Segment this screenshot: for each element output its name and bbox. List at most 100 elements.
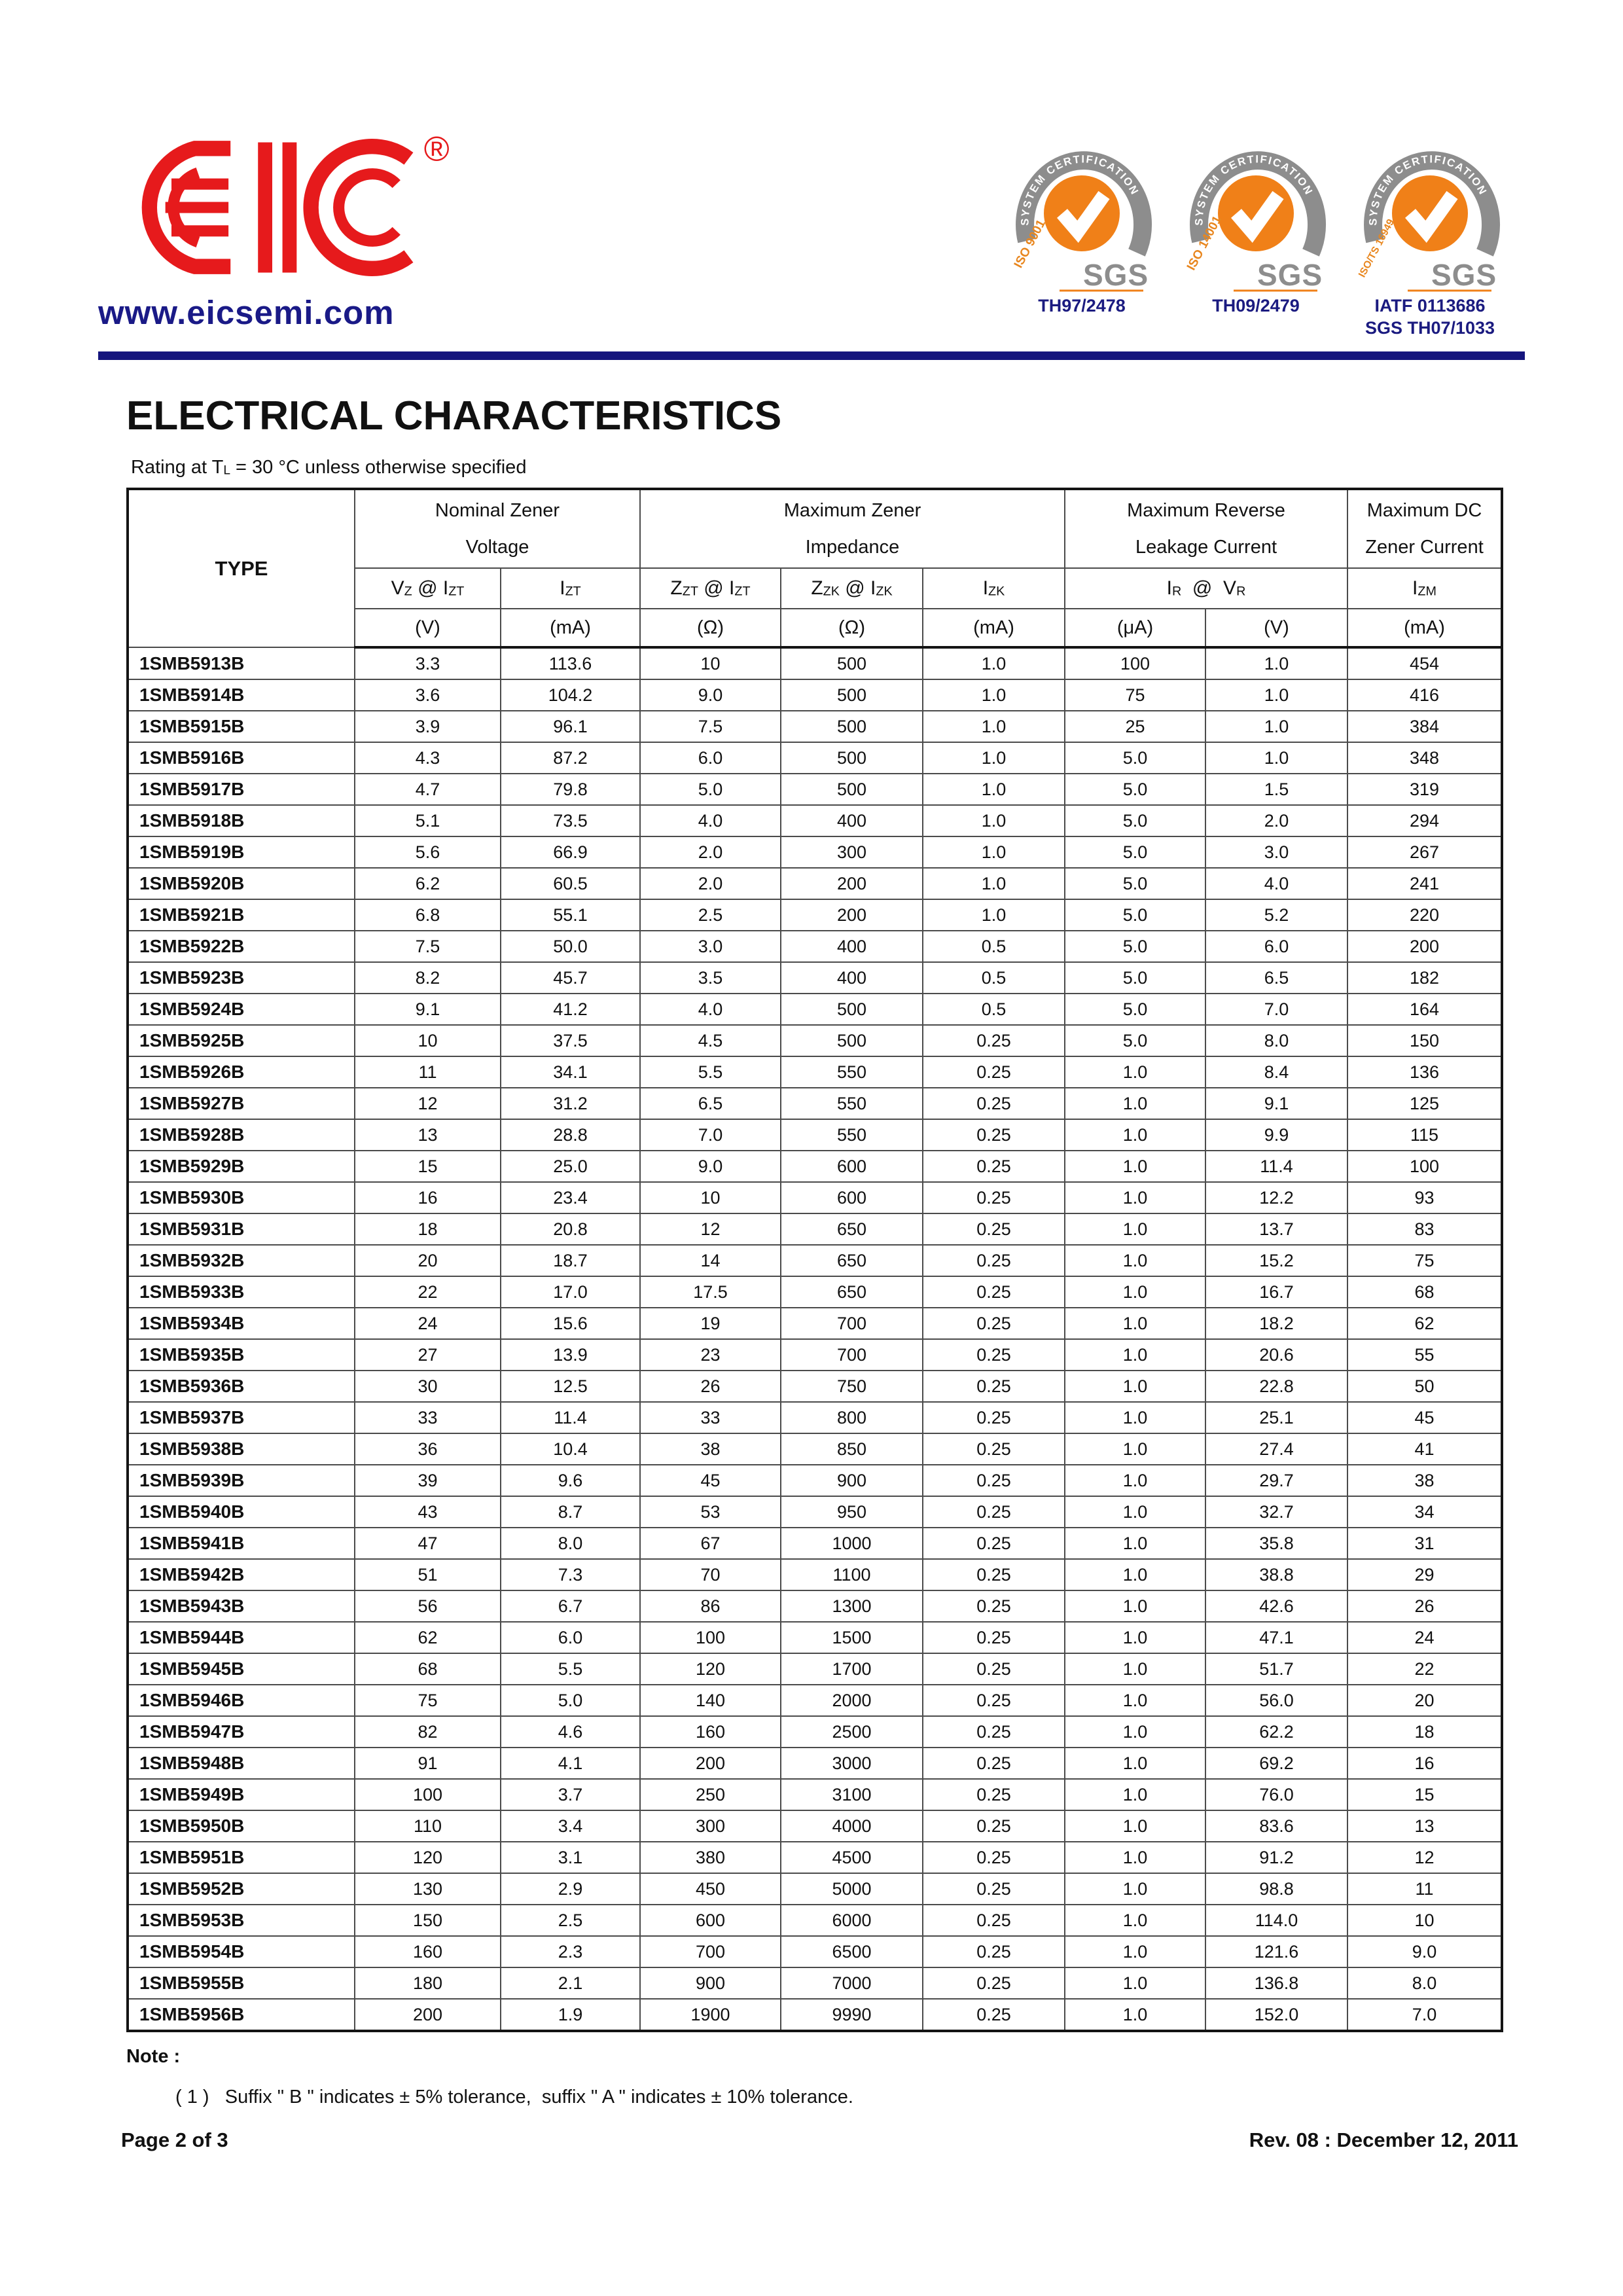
type-cell: 1SMB5917B	[127, 773, 355, 806]
value-cell: 33	[354, 1401, 501, 1434]
table-row: 1SMB5919B 5.6 66.9 2.0 300 1.0 5.0 3.0 267	[127, 836, 1503, 869]
sgs-badge-iso14001: SYSTEM CERTIFICATION ISO 14001 SGS TH09/…	[1174, 130, 1338, 339]
value-cell: 1.0	[1064, 1213, 1206, 1246]
value-cell: 8.7	[500, 1496, 641, 1528]
value-cell: 9.6	[500, 1464, 641, 1497]
value-cell: 850	[780, 1433, 923, 1465]
value-cell: 2.0	[639, 836, 781, 869]
value-cell: 16	[354, 1181, 501, 1214]
value-cell: 1.0	[1064, 1935, 1206, 1968]
value-cell: 4.6	[500, 1715, 641, 1748]
value-cell: 62.2	[1205, 1715, 1348, 1748]
value-cell: 180	[354, 1967, 501, 2000]
type-cell: 1SMB5921B	[127, 899, 355, 931]
value-cell: 47.1	[1205, 1621, 1348, 1654]
value-cell: 0.25	[922, 1338, 1065, 1371]
value-cell: 24	[1347, 1621, 1503, 1654]
value-cell: 120	[639, 1653, 781, 1685]
value-cell: 0.5	[922, 961, 1065, 994]
value-cell: 56	[354, 1590, 501, 1623]
value-cell: 91	[354, 1747, 501, 1780]
value-cell: 600	[639, 1904, 781, 1937]
value-cell: 3.6	[354, 679, 501, 711]
value-cell: 500	[780, 773, 923, 806]
value-cell: 1.0	[1064, 1087, 1206, 1120]
value-cell: 0.25	[922, 1213, 1065, 1246]
value-cell: 5.0	[639, 773, 781, 806]
value-cell: 1.0	[922, 742, 1065, 774]
value-cell: 1.0	[1064, 1401, 1206, 1434]
value-cell: 6.5	[639, 1087, 781, 1120]
value-cell: 600	[780, 1150, 923, 1183]
value-cell: 26	[639, 1370, 781, 1403]
value-cell: 38	[1347, 1464, 1503, 1497]
value-cell: 125	[1347, 1087, 1503, 1120]
value-cell: 62	[354, 1621, 501, 1654]
value-cell: 100	[1347, 1150, 1503, 1183]
value-cell: 43	[354, 1496, 501, 1528]
table-body: 1SMB5913B 3.3 113.6 10 500 1.0 100 1.0 454 1SMB59…	[127, 647, 1503, 2032]
type-cell: 1SMB5938B	[127, 1433, 355, 1465]
value-cell: 500	[780, 1024, 923, 1057]
value-cell: 348	[1347, 742, 1503, 774]
value-cell: 1.0	[922, 867, 1065, 900]
type-cell: 1SMB5918B	[127, 804, 355, 837]
value-cell: 200	[639, 1747, 781, 1780]
revision-date: Rev. 08 : December 12, 2011	[1249, 2128, 1518, 2151]
column-header-izm: IZM	[1347, 567, 1503, 609]
value-cell: 20.8	[500, 1213, 641, 1246]
value-cell: 1.9	[500, 1998, 641, 2032]
group-label-line: Maximum Reverse	[1127, 500, 1285, 521]
value-cell: 900	[639, 1967, 781, 2000]
value-cell: 9.0	[639, 679, 781, 711]
value-cell: 0.25	[922, 1778, 1065, 1811]
value-cell: 26	[1347, 1590, 1503, 1623]
value-cell: 67	[639, 1527, 781, 1560]
value-cell: 267	[1347, 836, 1503, 869]
sgs-badge-icon: SYSTEM CERTIFICATION ISO/TS 16949 SGS	[1357, 151, 1501, 292]
table-row: 1SMB5941B 47 8.0 67 1000 0.25 1.0 35.8 31	[127, 1527, 1503, 1560]
note-heading: Note :	[126, 2046, 181, 2067]
table-row: 1SMB5947B 82 4.6 160 2500 0.25 1.0 62.2 18	[127, 1715, 1503, 1748]
table-row: 1SMB5937B 33 11.4 33 800 0.25 1.0 25.1 45	[127, 1401, 1503, 1434]
value-cell: 27.4	[1205, 1433, 1348, 1465]
value-cell: 1500	[780, 1621, 923, 1654]
value-cell: 700	[780, 1338, 923, 1371]
type-cell: 1SMB5947B	[127, 1715, 355, 1748]
value-cell: 136.8	[1205, 1967, 1348, 2000]
value-cell: 7.5	[354, 930, 501, 963]
value-cell: 5.1	[354, 804, 501, 837]
value-cell: 6.0	[639, 742, 781, 774]
value-cell: 12	[639, 1213, 781, 1246]
value-cell: 45	[639, 1464, 781, 1497]
value-cell: 5.5	[639, 1056, 781, 1088]
value-cell: 0.25	[922, 1433, 1065, 1465]
value-cell: 5.0	[1064, 899, 1206, 931]
value-cell: 1.0	[922, 710, 1065, 743]
unit-ma: (mA)	[922, 608, 1065, 649]
table-row: 1SMB5932B 20 18.7 14 650 0.25 1.0 15.2 75	[127, 1244, 1503, 1277]
value-cell: 9.1	[354, 993, 501, 1026]
value-cell: 8.0	[1347, 1967, 1503, 2000]
type-cell: 1SMB5928B	[127, 1119, 355, 1151]
table-row: 1SMB5917B 4.7 79.8 5.0 500 1.0 5.0 1.5 319	[127, 773, 1503, 806]
value-cell: 0.25	[922, 1150, 1065, 1183]
sgs-badge-icon: SYSTEM CERTIFICATION ISO 14001 SGS	[1185, 151, 1327, 292]
value-cell: 1.0	[922, 836, 1065, 869]
value-cell: 5.0	[1064, 961, 1206, 994]
table-row: 1SMB5940B 43 8.7 53 950 0.25 1.0 32.7 34	[127, 1496, 1503, 1528]
value-cell: 32.7	[1205, 1496, 1348, 1528]
value-cell: 68	[354, 1653, 501, 1685]
value-cell: 29.7	[1205, 1464, 1348, 1497]
table-row: 1SMB5942B 51 7.3 70 1100 0.25 1.0 38.8 29	[127, 1558, 1503, 1591]
value-cell: 1.0	[1064, 1590, 1206, 1623]
value-cell: 45.7	[500, 961, 641, 994]
type-cell: 1SMB5933B	[127, 1276, 355, 1308]
type-cell: 1SMB5945B	[127, 1653, 355, 1685]
value-cell: 35.8	[1205, 1527, 1348, 1560]
rating-condition: Rating at TL = 30 °C unless otherwise sp…	[131, 457, 527, 478]
value-cell: 42.6	[1205, 1590, 1348, 1623]
value-cell: 5.6	[354, 836, 501, 869]
unit-v: (V)	[354, 608, 501, 649]
value-cell: 6.2	[354, 867, 501, 900]
